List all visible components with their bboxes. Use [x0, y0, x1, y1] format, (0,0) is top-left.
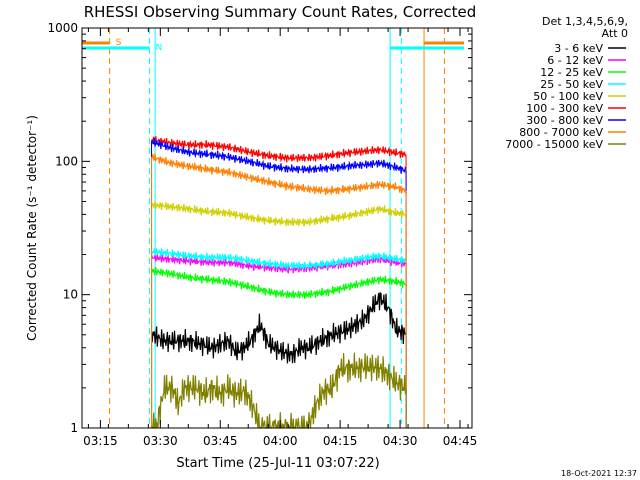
x-tick-label-5: 04:30 [383, 434, 418, 448]
y-tick-label-2: 100 [55, 154, 78, 168]
series-line-0 [150, 291, 406, 364]
x-tick-label-0: 03:15 [83, 434, 118, 448]
series-line-7 [151, 153, 406, 196]
x-axis-label: Start Time (25-Jul-11 03:07:22) [176, 456, 379, 471]
legend-label-4: 50 - 100 keV [533, 90, 603, 103]
series-lines [150, 136, 407, 430]
y-axis-label: Corrected Count Rate (s⁻¹ detector⁻¹) [25, 115, 39, 341]
axes: 03:15 03:30 03:45 04:00 04:15 04:30 04:45 1 10 10… [47, 21, 477, 448]
legend-header-0: Det 1,3,4,5,6,9, [542, 15, 628, 28]
legend-label-7: 800 - 7000 keV [519, 126, 603, 139]
series-line-3 [150, 248, 406, 271]
y-tick-label-0: 1 [70, 421, 78, 435]
legend-header-1: Att 0 [602, 27, 628, 40]
series-line-2 [150, 267, 406, 300]
legend-label-5: 100 - 300 keV [526, 102, 603, 115]
series-line-6 [151, 137, 406, 174]
x-tick-label-6: 04:45 [443, 434, 478, 448]
plot-frame [81, 27, 473, 429]
legend-label-1: 6 - 12 keV [547, 54, 603, 67]
saa-marker-label: S [116, 38, 122, 48]
x-tick-label-1: 03:30 [143, 434, 178, 448]
night-marker-label: N [156, 43, 163, 53]
y-tick-label-3: 1000 [47, 21, 78, 35]
series-line-5 [150, 136, 406, 163]
y-tick-label-1: 10 [63, 288, 78, 302]
legend-label-3: 25 - 50 keV [540, 78, 603, 91]
x-tick-label-4: 04:15 [323, 434, 358, 448]
legend-label-0: 3 - 6 keV [554, 42, 603, 55]
chart-title: RHESSI Observing Summary Count Rates, Co… [84, 3, 477, 21]
x-tick-label-3: 04:00 [263, 434, 298, 448]
x-tick-label-2: 03:45 [203, 434, 238, 448]
legend-label-8: 7000 - 15000 keV [505, 138, 603, 151]
legend-label-6: 300 - 800 keV [526, 114, 603, 127]
series-line-8 [150, 352, 406, 430]
legend-label-2: 12 - 25 keV [540, 66, 603, 79]
series-line-4 [150, 200, 406, 227]
footer-timestamp: 18-Oct-2021 12:37 [561, 469, 637, 478]
